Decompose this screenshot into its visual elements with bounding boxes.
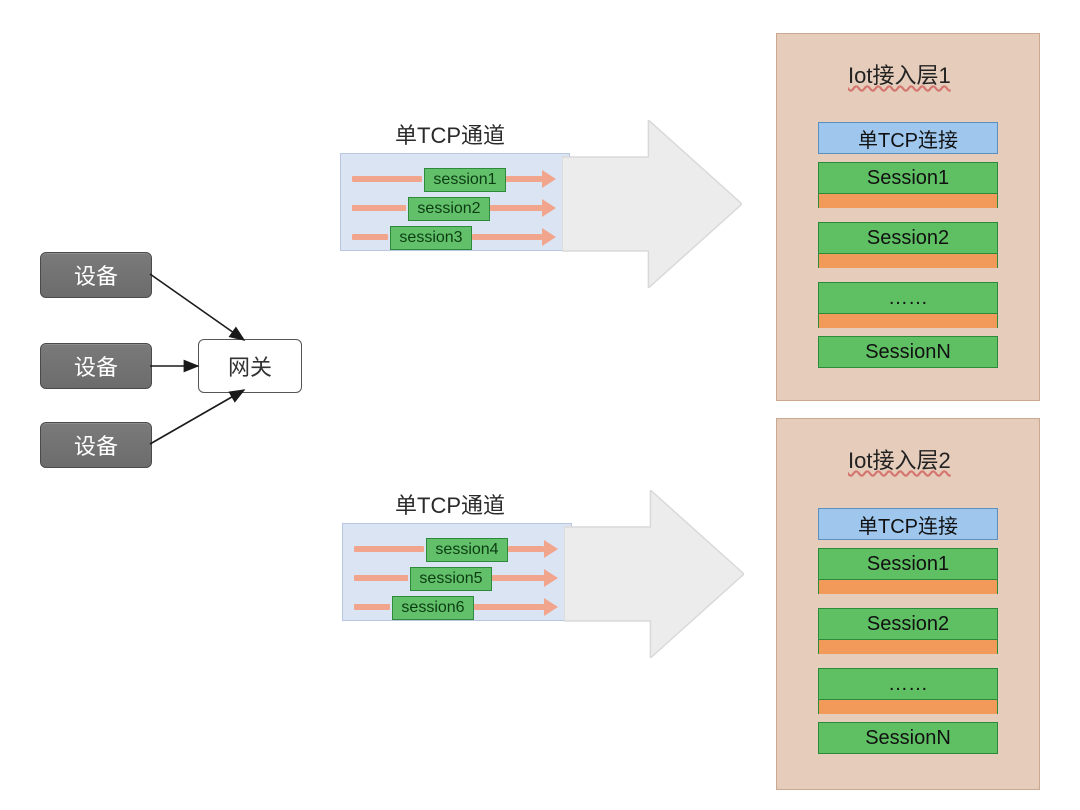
session-gap	[818, 580, 998, 594]
session-arrow-head-icon	[542, 199, 556, 217]
tcp-connection-badge: 单TCP连接	[818, 508, 998, 540]
session-arrow-head-icon	[544, 598, 558, 616]
session-gap	[818, 314, 998, 328]
tcp-connection-badge: 单TCP连接	[818, 122, 998, 154]
gateway-node: 网关	[198, 339, 302, 393]
session-row: SessionN	[818, 722, 998, 754]
session-arrow-line	[352, 205, 406, 211]
session-arrow-line	[472, 234, 542, 240]
iot-panel-title: Iot接入层2	[848, 443, 951, 475]
device-node: 设备	[40, 343, 152, 389]
session-arrow-line	[352, 176, 422, 182]
session-row: SessionN	[818, 336, 998, 368]
session-arrow-line	[508, 546, 544, 552]
session-arrow-line	[352, 234, 388, 240]
session-tag: session1	[424, 168, 506, 192]
session-gap	[818, 254, 998, 268]
session-gap	[818, 194, 998, 208]
session-tag: session6	[392, 596, 474, 620]
session-gap	[818, 700, 998, 714]
iot-panel-title: Iot接入层1	[848, 58, 951, 90]
session-arrow-line	[492, 575, 544, 581]
session-arrow-line	[490, 205, 542, 211]
session-row: Session1	[818, 162, 998, 194]
device-node: 设备	[40, 252, 152, 298]
session-row: Session2	[818, 222, 998, 254]
session-gap	[818, 640, 998, 654]
session-arrow-head-icon	[542, 170, 556, 188]
session-arrow-line	[354, 575, 408, 581]
big-arrow-icon	[562, 120, 742, 288]
session-arrow-head-icon	[544, 569, 558, 587]
device-node: 设备	[40, 422, 152, 468]
session-row: ……	[818, 282, 998, 314]
channel-label: 单TCP通道	[395, 118, 505, 150]
session-row: Session2	[818, 608, 998, 640]
session-arrow-head-icon	[542, 228, 556, 246]
session-row: ……	[818, 668, 998, 700]
edge-line	[150, 274, 244, 340]
session-row: Session1	[818, 548, 998, 580]
session-tag: session3	[390, 226, 472, 250]
big-arrow-icon	[564, 490, 744, 658]
session-arrow-line	[354, 604, 390, 610]
session-arrow-line	[474, 604, 544, 610]
session-tag: session2	[408, 197, 490, 221]
session-tag: session4	[426, 538, 508, 562]
edge-line	[150, 390, 244, 444]
session-arrow-head-icon	[544, 540, 558, 558]
session-tag: session5	[410, 567, 492, 591]
session-arrow-line	[354, 546, 424, 552]
channel-label: 单TCP通道	[395, 488, 505, 520]
session-arrow-line	[506, 176, 542, 182]
